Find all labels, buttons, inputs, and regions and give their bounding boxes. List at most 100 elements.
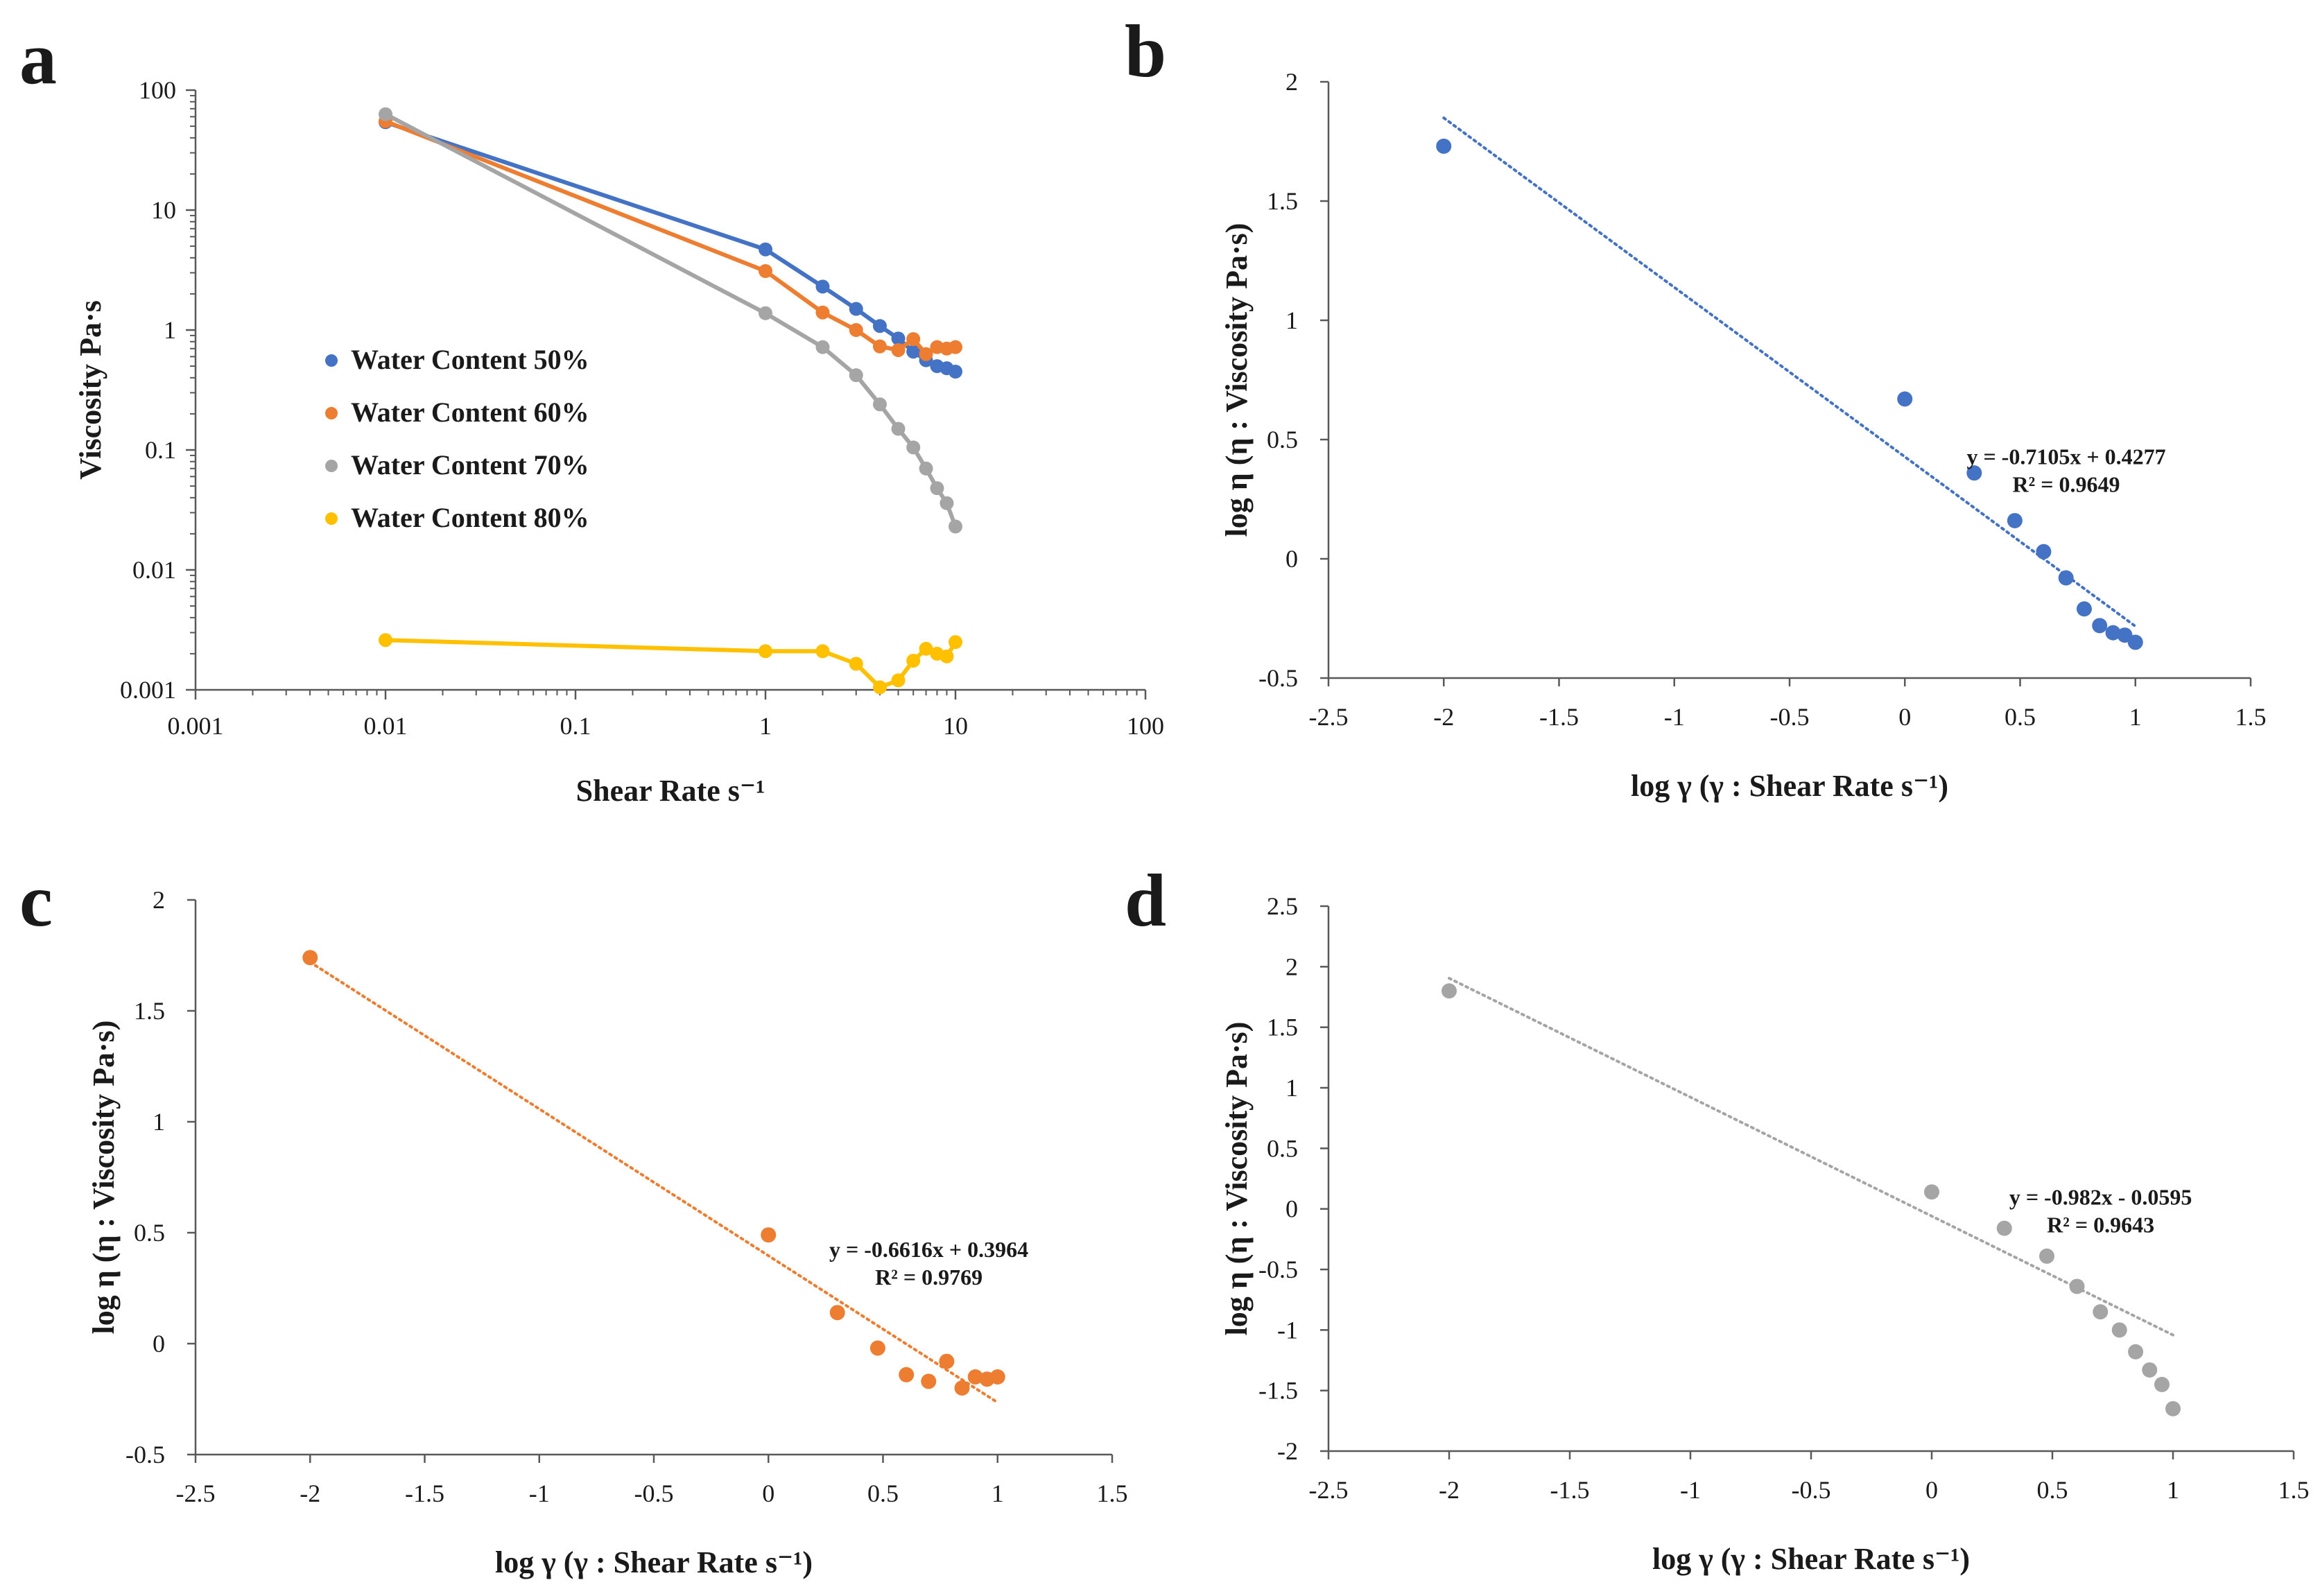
data-point — [2127, 634, 2143, 650]
y-tick-label: -2 — [1277, 1437, 1298, 1465]
data-point — [872, 397, 887, 412]
y-tick-label: -1 — [1277, 1316, 1298, 1344]
data-point — [919, 641, 933, 656]
trendline-r2: R² = 0.9649 — [2013, 471, 2120, 496]
x-tick-label: -0.5 — [1770, 703, 1810, 731]
x-tick-label: 0 — [1925, 1476, 1938, 1504]
x-tick-label: 10 — [943, 712, 968, 740]
data-point — [2007, 512, 2023, 528]
legend-marker-3 — [325, 460, 338, 472]
y-axis-title: Viscosity Pa·s — [73, 300, 107, 480]
data-point — [1966, 465, 1982, 481]
trendline-equation: y = -0.982x - 0.0595 — [2009, 1185, 2192, 1210]
y-tick-label: 0.5 — [1267, 426, 1298, 453]
data-point — [949, 519, 962, 534]
data-point — [1442, 983, 1457, 999]
x-tick-label: 0.001 — [168, 712, 224, 740]
data-point — [921, 1373, 937, 1389]
y-tick-label: 2 — [153, 886, 165, 914]
data-point — [1436, 138, 1452, 154]
data-point — [949, 340, 962, 354]
x-tick-label: -2 — [300, 1480, 320, 1507]
x-tick-label: 0.1 — [560, 712, 591, 740]
y-tick-label: 2.5 — [1267, 892, 1298, 920]
y-tick-label: 2 — [1285, 68, 1298, 96]
data-point — [872, 319, 887, 333]
x-tick-label: 0 — [1898, 703, 1911, 731]
data-point — [2154, 1376, 2170, 1392]
x-tick-label: -2.5 — [1309, 703, 1349, 731]
y-tick-label: 1.5 — [1267, 187, 1298, 215]
data-point — [2105, 625, 2121, 641]
y-tick-label: 0.1 — [145, 436, 176, 464]
data-point — [891, 331, 906, 346]
y-tick-label: 1 — [153, 1108, 165, 1136]
x-tick-label: 0.5 — [867, 1480, 899, 1507]
x-tick-label: 0.5 — [2005, 703, 2036, 731]
y-tick-label: -0.5 — [125, 1441, 165, 1468]
y-tick-label: 1.5 — [1267, 1014, 1298, 1041]
data-point — [1897, 391, 1913, 407]
data-point — [302, 950, 318, 966]
data-point — [759, 644, 772, 659]
data-point — [940, 496, 954, 510]
trendline — [1442, 116, 2137, 628]
data-point — [2142, 1362, 2158, 1378]
y-tick-label: 1 — [164, 316, 176, 344]
data-point — [849, 368, 863, 383]
data-point — [2093, 1304, 2109, 1320]
trendline-equation: y = -0.6616x + 0.3964 — [829, 1237, 1028, 1262]
x-tick-label: 1.5 — [2235, 703, 2267, 731]
data-point — [906, 440, 921, 455]
data-point — [919, 461, 933, 476]
y-tick-label: 0.5 — [1267, 1134, 1298, 1162]
y-axis-title: log η (η : Viscosity Pa·s) — [1220, 1022, 1254, 1336]
y-tick-label: 1 — [1285, 1074, 1298, 1102]
data-point — [954, 1380, 970, 1396]
panel-letter-d: d — [1125, 860, 1166, 942]
data-point — [899, 1367, 915, 1382]
x-tick-label: -2.5 — [1309, 1476, 1349, 1504]
data-point — [2069, 1278, 2085, 1294]
x-tick-label: 1 — [992, 1480, 1004, 1507]
y-tick-label: 0 — [1285, 545, 1298, 573]
x-tick-label: 0.5 — [2037, 1476, 2068, 1504]
series-line-4 — [383, 638, 958, 690]
data-point — [906, 345, 921, 359]
x-axis-title: Shear Rate s⁻¹ — [576, 774, 765, 808]
data-point — [891, 422, 906, 436]
x-tick-label: 1 — [2129, 703, 2142, 731]
x-tick-label: 0 — [762, 1480, 774, 1507]
legend-marker-1 — [325, 354, 338, 367]
y-tick-label: 0 — [153, 1330, 165, 1358]
chart-c: -2.5 -2 -1.5 -1 -0.5 0 0.5 1 1.5 -0.5 0 0.5 1 1.5 2 log… — [87, 886, 1128, 1579]
data-point — [759, 263, 772, 278]
x-axis-title: log γ (γ : Shear Rate s⁻¹) — [1652, 1542, 1970, 1576]
data-point — [939, 1353, 955, 1369]
data-point — [2076, 601, 2092, 617]
y-tick-label: 100 — [139, 76, 176, 104]
x-axis-title: log γ (γ : Shear Rate s⁻¹) — [495, 1545, 813, 1579]
y-tick-label: 0.01 — [132, 556, 176, 584]
data-point — [815, 340, 830, 354]
data-point — [906, 332, 921, 347]
trendline — [309, 960, 999, 1404]
panel-letter-c: c — [19, 860, 53, 942]
data-point — [989, 1369, 1005, 1385]
data-point — [759, 242, 772, 257]
data-point — [967, 1369, 983, 1385]
chart-a: 0.001 0.01 0.1 1 10 100 0.001 0.01 0.1 1 10 100 Shea… — [73, 76, 1164, 808]
data-point — [2038, 1248, 2054, 1264]
panel-letter-a: a — [19, 17, 57, 100]
data-point — [1996, 1220, 2012, 1236]
x-tick-label: -0.5 — [634, 1480, 674, 1507]
x-tick-label: -2 — [1439, 1476, 1460, 1504]
y-axis-title: log η (η : Viscosity Pa·s) — [87, 1021, 121, 1335]
data-point — [849, 302, 863, 316]
legend-marker-2 — [325, 407, 338, 419]
data-point — [815, 279, 830, 294]
data-point — [849, 657, 863, 671]
data-point — [761, 1227, 777, 1243]
y-tick-label: -0.5 — [1258, 664, 1298, 692]
y-tick-label: 0 — [1285, 1195, 1298, 1223]
